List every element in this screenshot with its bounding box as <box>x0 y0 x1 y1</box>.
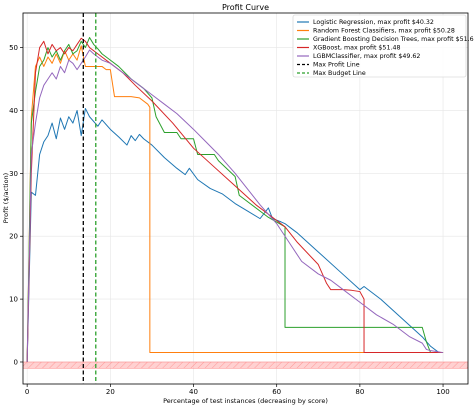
y-tick-label-2: 20 <box>9 233 18 241</box>
y-tick-label-4: 40 <box>9 107 18 115</box>
reference-lines <box>82 13 97 384</box>
series-line-4 <box>26 49 444 363</box>
x-tick-label-0: 0 <box>25 388 29 396</box>
x-tick-label-5: 100 <box>436 388 449 396</box>
y-tick-label-0: 0 <box>14 358 18 366</box>
legend-label-0: Logistic Regression, max profit $40.32 <box>313 19 434 26</box>
legend-label-6: Max Budget Line <box>313 70 366 77</box>
x-axis-label: Percentage of test instances (decreasing… <box>163 397 328 405</box>
loss-band-hatch <box>23 361 468 369</box>
legend-box <box>292 14 467 78</box>
x-tick-label-2: 40 <box>189 388 198 396</box>
legend-label-5: Max Profit Line <box>313 62 360 69</box>
series-line-3 <box>26 37 444 363</box>
grid <box>23 13 468 384</box>
series-lines <box>26 37 444 363</box>
loss-band <box>23 361 468 369</box>
x-ticks: 0 20 40 60 80 100 <box>25 384 450 396</box>
y-ticks: 0 10 20 30 40 50 <box>9 44 23 366</box>
plot-frame <box>22 12 469 385</box>
y-tick-label-5: 50 <box>9 44 18 52</box>
legend-label-1: Random Forest Classifiers, max profit $5… <box>313 28 455 35</box>
y-tick-label-1: 10 <box>9 296 18 304</box>
chart-title: Profit Curve <box>222 3 269 12</box>
y-tick-label-3: 30 <box>9 170 18 178</box>
y-axis-label: Profit ($/action) <box>2 173 10 223</box>
legend-label-3: XGBoost, max profit $51.48 <box>313 45 400 52</box>
legend-label-2: Gradient Boosting Decision Trees, max pr… <box>313 36 474 43</box>
x-tick-label-3: 60 <box>272 388 281 396</box>
x-tick-label-1: 20 <box>106 388 115 396</box>
series-line-2 <box>26 37 444 362</box>
legend: Logistic Regression, max profit $40.32 Ra… <box>292 14 474 78</box>
legend-label-4: LGBMClassifier, max profit $49.62 <box>313 53 420 60</box>
x-tick-label-4: 80 <box>355 388 364 396</box>
series-line-1 <box>26 45 444 362</box>
series-line-0 <box>26 107 444 363</box>
